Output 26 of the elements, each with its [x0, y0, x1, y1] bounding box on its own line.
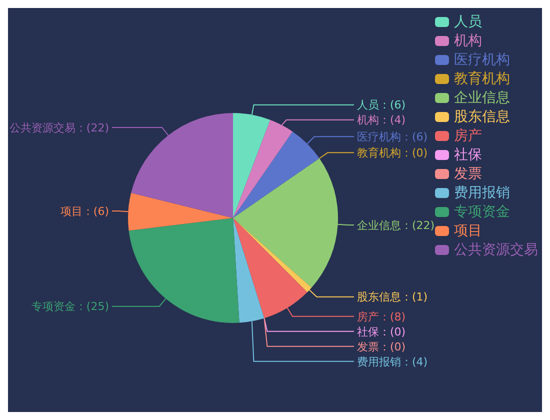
legend-label: 医疗机构 [454, 50, 510, 68]
legend-label: 公共资源交易 [454, 240, 538, 258]
text: 社保：(0) [357, 325, 406, 338]
data-label: 人员：(6) [357, 98, 406, 112]
text: 发票：(0) [357, 340, 406, 354]
legend-label: 机构 [454, 32, 482, 50]
legend-label: 房产 [454, 126, 482, 144]
legend-label: 专项资金 [454, 202, 510, 220]
data-label: 医疗机构：(6) [357, 130, 428, 144]
data-label: 公共资源交易：(22) [9, 121, 109, 134]
legend-label: 企业信息 [454, 88, 510, 106]
legend-label: 教育机构 [454, 70, 510, 88]
legend-label: 发票 [454, 164, 482, 182]
legend-label: 项目 [454, 222, 482, 240]
legend-label: 费用报销 [454, 184, 510, 202]
legend-label: 人员 [454, 12, 482, 30]
data-label: 企业信息：(22) [357, 218, 435, 232]
data-label: 股东信息：(1) [357, 290, 428, 304]
data-label: 房产：(8) [357, 310, 406, 324]
legend-label: 股东信息 [454, 108, 510, 126]
data-label: 专项资金：(25) [31, 300, 109, 314]
data-label: 机构：(4) [357, 114, 406, 127]
data-label: 费用报销：(4) [357, 355, 428, 368]
legend-label: 社保 [454, 146, 482, 164]
text: 教育机构：(0) [357, 146, 428, 160]
data-label: 项目：(6) [60, 204, 109, 218]
